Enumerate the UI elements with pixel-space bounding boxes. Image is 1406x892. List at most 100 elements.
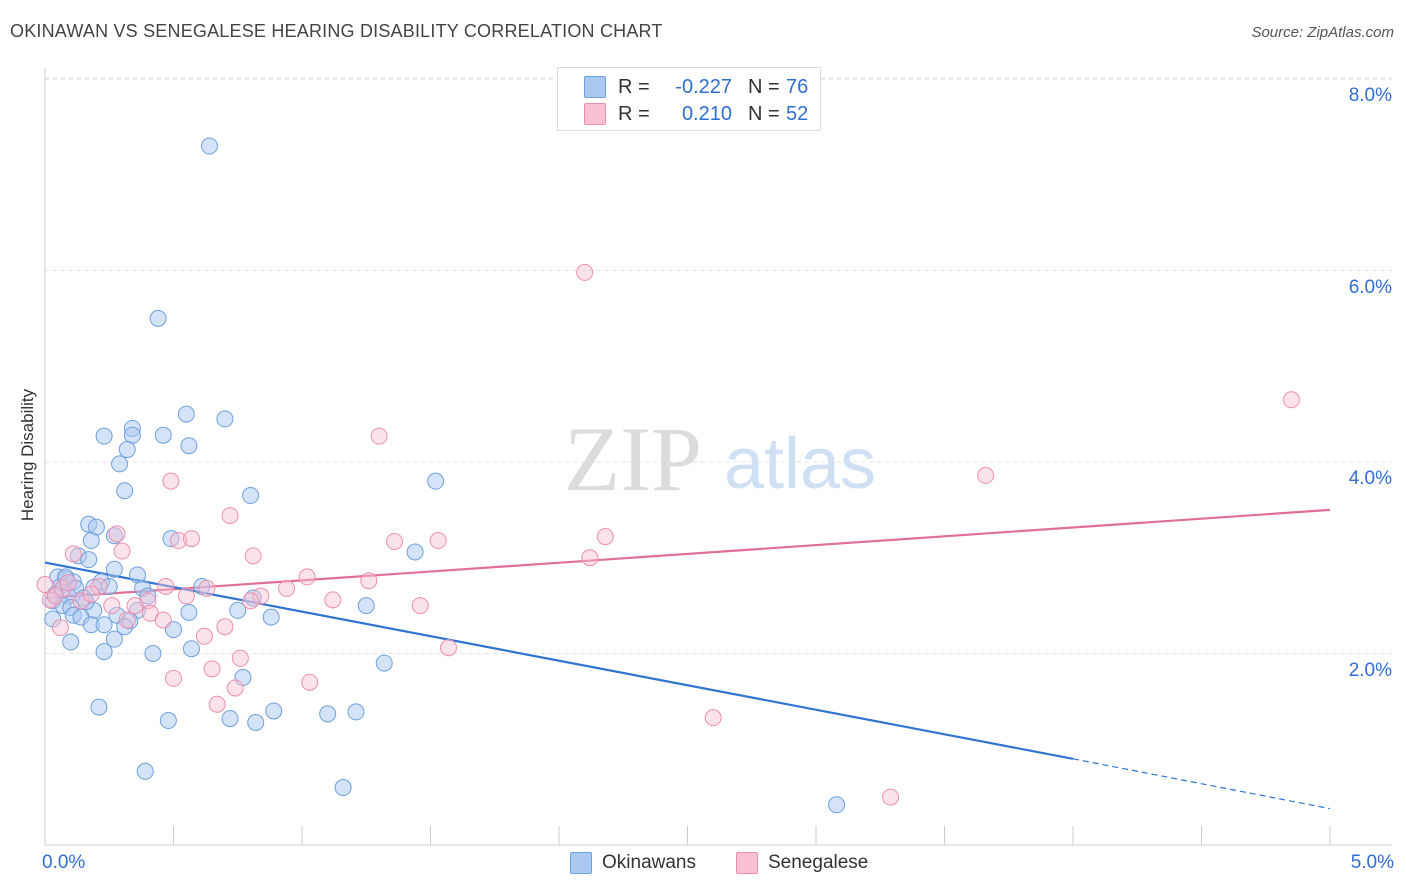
watermark-atlas: atlas [724,424,876,504]
okinawan-point [319,705,337,723]
series-senegalese [36,263,1300,806]
senegalese-point [118,611,136,629]
senegalese-point [103,597,121,615]
r-label: R = [618,102,650,125]
n-label: N = [748,75,780,98]
n-value: 52 [786,102,809,125]
okinawan-point [144,645,162,662]
chart-title: OKINAWAN VS SENEGALESE HEARING DISABILIT… [10,21,663,41]
okinawan-point [100,577,118,595]
senegalese-point [704,709,722,727]
okinawan-point [247,713,265,731]
senegalese-point [198,579,216,597]
okinawan-point [95,643,113,661]
okinawan-point [149,309,167,327]
gridlines [45,77,1392,654]
senegalese-point [208,695,226,713]
okinawan-point [200,137,218,155]
senegalese-point [301,673,319,691]
y-tick-label: 8.0% [1348,85,1392,106]
okinawan-point [427,472,445,490]
senegalese-point [439,639,457,657]
okinawan-trend-extension [1072,758,1331,810]
senegalese-point [170,532,188,550]
senegalese-point [242,592,260,610]
senegalese-swatch [736,852,758,874]
okinawan-point [180,603,198,621]
okinawan-point [177,405,195,423]
okinawan-point [105,560,123,578]
okinawan-point [828,796,846,814]
x-tick-right: 5.0% [1350,852,1394,873]
n-label: N = [748,102,780,125]
senegalese-point [278,579,296,597]
senegalese-point [231,649,249,667]
senegalese-point [113,542,131,560]
senegalese-point [882,788,900,806]
okinawan-point [139,587,157,605]
senegalese-point [576,263,594,281]
senegalese-point [411,597,429,615]
senegalese-point [226,679,244,697]
okinawan-trend-line [44,561,1074,760]
senegalese-point [221,507,239,525]
okinawan-point [334,779,352,797]
okinawan-point [123,426,141,444]
okinawan-point [347,703,365,721]
okinawan-point [242,487,260,505]
senegalese-point [216,618,234,636]
okinawan-point [80,551,98,569]
okinawan-point [262,608,280,626]
x-tick-left: 0.0% [42,852,86,873]
okinawan-point [159,712,177,730]
okinawan-point [116,482,134,500]
senegalese-point [36,576,54,594]
y-tick-label: 4.0% [1348,468,1392,489]
senegalese-point [252,587,270,605]
okinawan-point [118,441,136,459]
senegalese-point [182,530,200,548]
senegalese-point [139,592,157,610]
senegalese-point [360,572,378,590]
okinawan-point [265,702,283,720]
okinawan-point [62,633,80,651]
senegalese-point [244,547,262,565]
okinawan-point [136,762,154,780]
n-value: 76 [786,75,809,98]
source-label: Source: ZipAtlas.com [1251,24,1394,41]
y-axis-label: Hearing Disability [18,388,37,522]
okinawan-point [180,437,198,455]
watermark: ZIP atlas [564,408,876,510]
okinawan-point [95,616,113,634]
senegalese-point [177,587,195,605]
watermark-zip: ZIP [564,408,702,510]
senegalese-point [154,611,172,629]
senegalese-point [203,660,221,678]
r-label: R = [618,75,650,98]
senegalese-point [165,669,182,687]
okinawan-point [95,427,113,445]
okinawan-point [82,532,100,550]
r-value: 0.210 [681,102,732,125]
stats-legend: R = -0.227 N = 76 R = 0.210 N = 52 [557,67,821,131]
senegalese-point [386,532,404,550]
legend-item-senegalese[interactable]: Senegalese [736,852,868,874]
senegalese-trend-line [44,508,1331,600]
legend-row-senegalese: R = 0.210 N = 52 [584,101,808,127]
legend-row-okinawans: R = -0.227 N = 76 [584,74,808,100]
legend-item-okinawans[interactable]: Okinawans [570,852,696,874]
series-okinawans [44,137,846,814]
senegalese-point [46,587,64,605]
okinawan-point [375,654,393,672]
senegalese-point [977,466,995,484]
senegalese-point [64,545,82,563]
okinawan-point [182,640,200,658]
senegalese-point [59,574,77,592]
okinawan-point [216,410,234,428]
senegalese-point [370,427,388,445]
okinawan-swatch [584,76,606,98]
senegalese-point [51,619,69,637]
senegalese-point [82,585,100,603]
okinawan-point [90,698,108,716]
